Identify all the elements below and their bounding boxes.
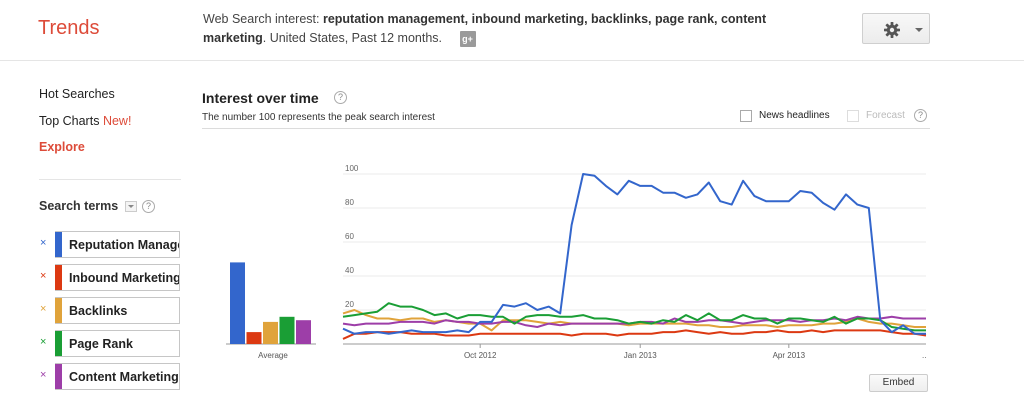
x-tick-label: Oct 2012 (464, 351, 497, 360)
term-label: Page Rank (69, 337, 133, 351)
search-term-content-marketing[interactable]: × Content Marketing (40, 363, 180, 390)
average-bar (230, 262, 245, 344)
search-term-page-rank[interactable]: × Page Rank (40, 330, 180, 357)
google-plus-share-icon[interactable]: g+ (459, 30, 476, 47)
term-input-box[interactable]: Reputation Management (55, 231, 180, 258)
series-line (342, 329, 927, 340)
average-bar (263, 321, 278, 344)
nav-explore[interactable]: Explore (39, 140, 85, 154)
term-label: Reputation Management (69, 238, 179, 252)
term-label: Content Marketing (69, 370, 179, 384)
remove-term-icon[interactable]: × (40, 336, 47, 348)
term-input-box[interactable]: Inbound Marketing (55, 264, 180, 291)
nav-hot-searches[interactable]: Hot Searches (39, 87, 115, 101)
news-headlines-label: News headlines (759, 110, 830, 121)
average-label: Average (258, 351, 288, 360)
average-bar (246, 332, 262, 344)
average-bar (296, 320, 311, 344)
remove-term-icon[interactable]: × (40, 369, 47, 381)
term-color-bar (55, 298, 62, 323)
series-line (342, 173, 926, 335)
search-terms-title: Search terms (39, 199, 119, 213)
sidebar-divider (39, 179, 181, 180)
search-term-reputation-management[interactable]: × Reputation Management (40, 231, 180, 258)
chevron-down-icon (915, 28, 923, 32)
x-tick-label: Apr 2013 (773, 351, 806, 360)
term-label: Inbound Marketing (69, 271, 180, 285)
header-divider (0, 60, 1024, 61)
description-prefix: Web Search interest: (203, 12, 323, 26)
y-tick-label: 80 (345, 198, 354, 207)
interest-help-icon[interactable]: ? (334, 91, 347, 104)
description-suffix: . United States, Past 12 months. (262, 31, 443, 45)
embed-button[interactable]: Embed (869, 374, 928, 392)
interest-over-time-title: Interest over time (202, 90, 319, 106)
term-color-bar (55, 331, 62, 356)
forecast-checkbox[interactable] (847, 110, 859, 122)
nav-top-charts-label: Top Charts (39, 114, 100, 128)
news-headlines-checkbox[interactable] (740, 110, 752, 122)
main-divider (202, 128, 930, 129)
search-term-backlinks[interactable]: × Backlinks (40, 297, 180, 324)
term-color-bar (55, 364, 62, 389)
gear-icon (884, 22, 900, 38)
term-input-box[interactable]: Backlinks (55, 297, 180, 324)
remove-term-icon[interactable]: × (40, 270, 47, 282)
term-input-box[interactable]: Content Marketing (55, 363, 180, 390)
term-input-box[interactable]: Page Rank (55, 330, 180, 357)
y-tick-label: 20 (345, 300, 354, 309)
settings-button[interactable] (862, 13, 930, 44)
y-tick-label: 40 (345, 266, 354, 275)
x-tick-label: Jan 2013 (624, 351, 657, 360)
interest-subtitle: The number 100 represents the peak searc… (202, 112, 435, 123)
search-terms-help-icon[interactable]: ? (142, 200, 155, 213)
y-tick-label: 100 (345, 164, 359, 173)
forecast-help-icon[interactable]: ? (914, 109, 927, 122)
search-term-inbound-marketing[interactable]: × Inbound Marketing (40, 264, 180, 291)
interest-over-time-chart: 20 40 60 80 100 Oct 2012 Jan 2013 Apr 2013 .. Ave… (226, 164, 927, 360)
series-line (342, 302, 926, 332)
y-tick-label: 60 (345, 232, 354, 241)
term-color-bar (55, 265, 62, 290)
forecast-label: Forecast (866, 110, 905, 121)
search-terms-dropdown[interactable] (125, 201, 137, 212)
new-badge: New! (102, 114, 132, 128)
nav-top-charts[interactable]: Top Charts New! (39, 114, 131, 128)
average-bar (279, 316, 295, 344)
x-end-marker: .. (922, 351, 926, 360)
term-color-bar (55, 232, 62, 257)
trends-logo[interactable]: Trends (38, 17, 100, 39)
search-description: Web Search interest: reputation manageme… (203, 10, 803, 48)
remove-term-icon[interactable]: × (40, 237, 47, 249)
remove-term-icon[interactable]: × (40, 303, 47, 315)
description-terms: reputation management, inbound marketing… (203, 12, 767, 45)
term-label: Backlinks (69, 304, 128, 318)
